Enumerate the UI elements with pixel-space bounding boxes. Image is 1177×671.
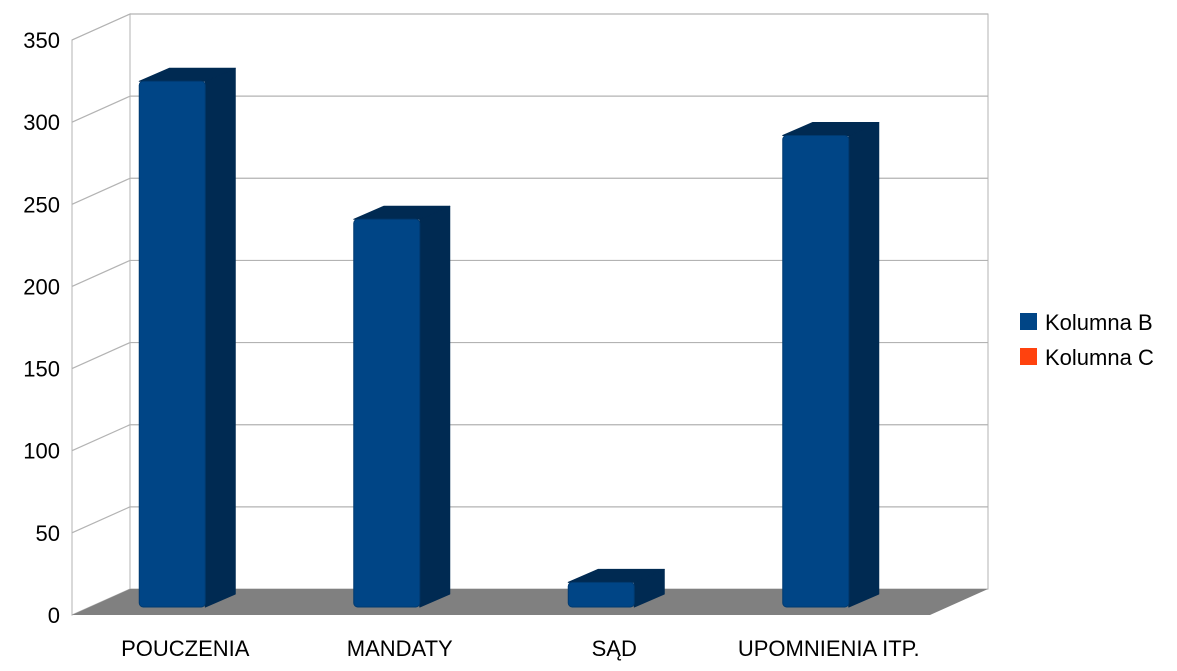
y-axis-tick-labels: 0 50 100 150 200 250 300 350 [23,28,60,628]
bar-front-face [782,135,850,608]
gridline-side [71,177,131,205]
chart-legend: Kolumna B Kolumna C [1020,310,1154,370]
legend-label: Kolumna B [1045,310,1153,335]
side-wall [71,13,131,616]
x-category-label: MANDATY [347,636,453,661]
bar-side-face [204,67,236,608]
gridline-side [71,259,131,287]
y-tick-label: 100 [23,439,60,464]
x-axis-category-labels: POUCZENIA MANDATY SĄD UPOMNIENIA ITP. [121,636,920,661]
bar-side-face [419,205,451,608]
bar-upomnienia-itp [782,122,880,608]
legend-swatch [1020,348,1037,365]
bar-front-face [138,80,206,608]
y-tick-label: 50 [36,521,60,546]
y-tick-label: 300 [23,110,60,135]
chart-floor-plane [72,589,988,615]
y-tick-label: 200 [23,274,60,299]
gridline-side [71,95,131,123]
gridline-side [71,342,131,370]
gridline-side [71,13,131,41]
bar-side-face [848,122,880,608]
y-tick-label: 0 [48,603,60,628]
x-category-label: SĄD [592,636,637,661]
gridline-side [71,506,131,534]
legend-swatch [1020,313,1037,330]
legend-label: Kolumna C [1045,345,1154,370]
gridline-side [71,424,131,452]
bar-front-face [567,581,635,608]
y-tick-label: 350 [23,28,60,53]
chart-bars [138,67,880,608]
bar-mandaty [353,205,451,608]
y-tick-label: 250 [23,192,60,217]
chart-floor [72,589,988,615]
bar-pouczenia [138,67,236,608]
bar-front-face [353,218,421,608]
y-tick-label: 150 [23,357,60,382]
x-category-label: UPOMNIENIA ITP. [738,636,920,661]
bar-sąd [567,568,665,608]
x-category-label: POUCZENIA [121,636,250,661]
